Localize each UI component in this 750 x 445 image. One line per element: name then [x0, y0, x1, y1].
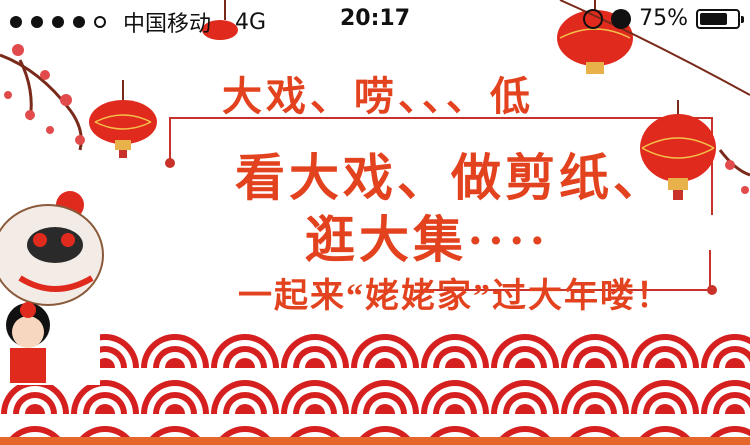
lantern-icon [89, 80, 157, 158]
headline-line-1: 大戏、唠、、、低 [222, 74, 534, 119]
wave-pattern [100, 330, 750, 445]
rotation-lock-icon [583, 8, 604, 29]
battery-fill [700, 12, 727, 25]
carrier-name: 中国移动 [123, 12, 212, 37]
signal-carrier-group: 中国移动 4G [10, 6, 266, 38]
bottom-accent-bar [0, 437, 750, 445]
signal-dot-icon [31, 16, 43, 28]
battery-icon [696, 8, 744, 29]
headline-line-3: 逛大集···· [305, 212, 550, 268]
signal-dot-icon [73, 16, 85, 28]
lantern-icon [202, 0, 238, 40]
signal-dot-icon [10, 16, 22, 28]
status-time: 20:17 [339, 6, 411, 31]
lantern-icon [640, 100, 716, 200]
headline-line-2: 看大戏、做剪纸、 [235, 150, 667, 206]
alarm-icon [611, 8, 632, 29]
headline-line-4: 一起来“姥姥家”过大年喽！ [238, 278, 672, 315]
signal-dot-icon [52, 16, 64, 28]
signal-dot-empty-icon [94, 16, 106, 28]
status-bar: 中国移动 4G 20:17 75% [0, 0, 750, 40]
lion-dance-icon [0, 191, 104, 383]
network-type: 4G [235, 9, 267, 35]
status-right-group: 75% [583, 6, 744, 31]
battery-percent: 75% [639, 6, 688, 31]
